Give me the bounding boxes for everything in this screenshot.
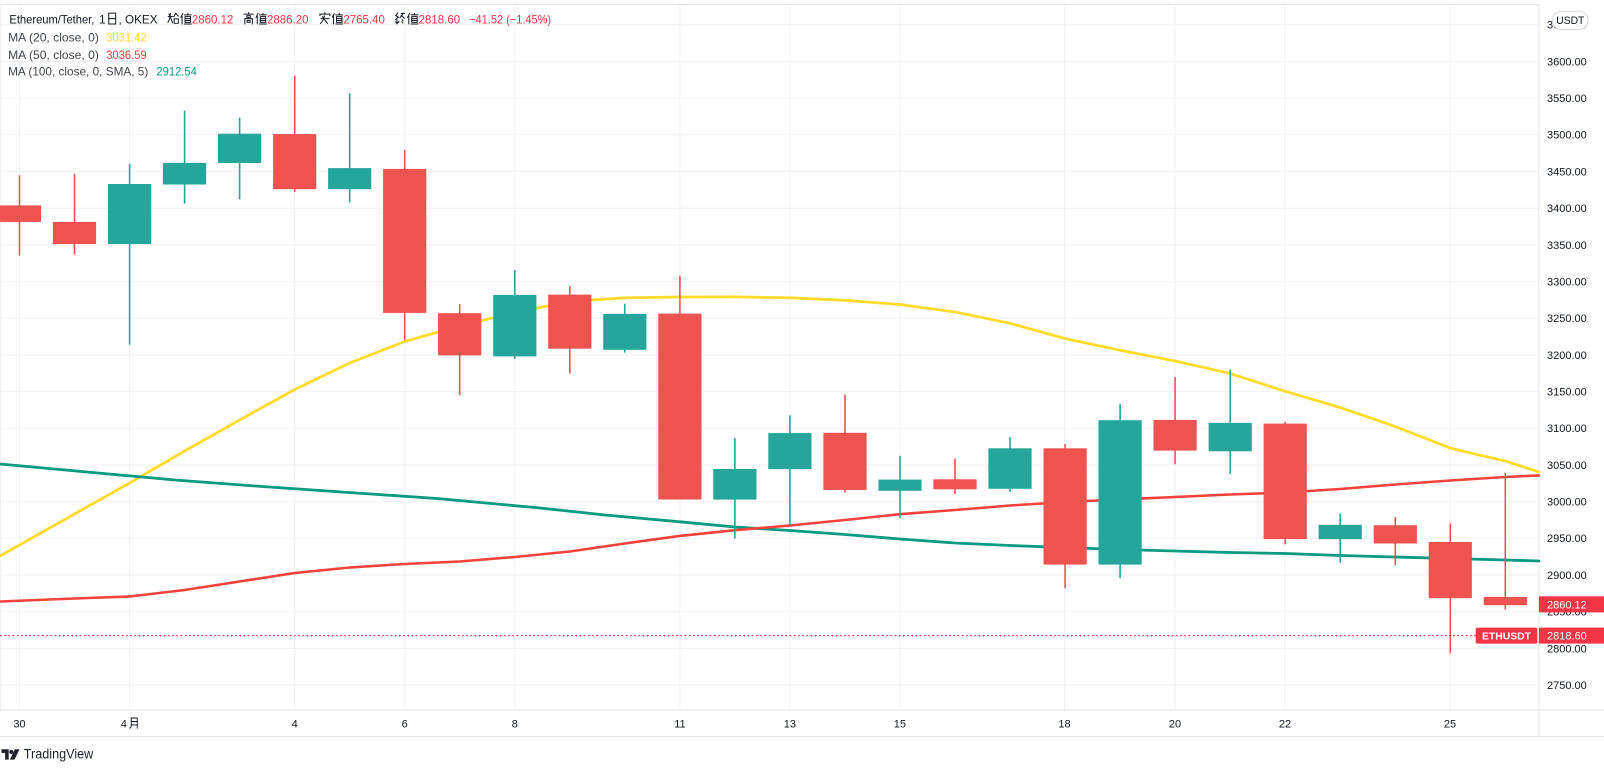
svg-text:11: 11 <box>674 719 685 731</box>
svg-text:3000.00: 3000.00 <box>1547 497 1587 509</box>
svg-text:15: 15 <box>894 719 906 731</box>
svg-text:4: 4 <box>292 719 298 731</box>
svg-text:3100.00: 3100.00 <box>1547 423 1587 435</box>
svg-text:3600.00: 3600.00 <box>1547 56 1587 68</box>
svg-text:3150.00: 3150.00 <box>1547 387 1587 399</box>
svg-text:3400.00: 3400.00 <box>1547 203 1587 215</box>
svg-text:2860.12: 2860.12 <box>192 12 234 26</box>
svg-text:2765.40: 2765.40 <box>343 12 385 26</box>
svg-text:8: 8 <box>512 719 518 731</box>
svg-text:2860.12: 2860.12 <box>1547 599 1587 611</box>
svg-text:MA (20, close, 0): MA (20, close, 0) <box>8 31 99 45</box>
svg-text:22: 22 <box>1279 719 1291 731</box>
svg-text:2912.54: 2912.54 <box>156 65 197 79</box>
svg-text:3450.00: 3450.00 <box>1547 166 1587 178</box>
svg-text:2750.00: 2750.00 <box>1547 680 1587 692</box>
svg-text:3031.42: 3031.42 <box>106 31 147 45</box>
svg-text:2950.00: 2950.00 <box>1547 533 1587 545</box>
svg-text:−41.52 (−1.45%): −41.52 (−1.45%) <box>469 12 551 26</box>
svg-text:3200.00: 3200.00 <box>1547 350 1587 362</box>
svg-text:3050.00: 3050.00 <box>1547 460 1587 472</box>
svg-text:3550.00: 3550.00 <box>1547 93 1587 105</box>
svg-text:, OKEX: , OKEX <box>119 12 158 26</box>
svg-text:3250.00: 3250.00 <box>1547 313 1587 325</box>
svg-text:2800.00: 2800.00 <box>1547 643 1587 655</box>
svg-text:3350.00: 3350.00 <box>1547 240 1587 252</box>
svg-text:25: 25 <box>1444 719 1456 731</box>
svg-text:30: 30 <box>13 719 25 731</box>
svg-text:3500.00: 3500.00 <box>1547 130 1587 142</box>
svg-text:3300.00: 3300.00 <box>1547 276 1587 288</box>
svg-text:2818.60: 2818.60 <box>419 12 461 26</box>
svg-text:3036.59: 3036.59 <box>106 48 147 62</box>
svg-text:Ethereum/Tether,: Ethereum/Tether, <box>9 12 94 26</box>
svg-text:2900.00: 2900.00 <box>1547 570 1587 582</box>
svg-text:4: 4 <box>121 719 127 731</box>
svg-text:2818.60: 2818.60 <box>1547 631 1587 643</box>
svg-text:USDT: USDT <box>1556 15 1584 27</box>
svg-text:6: 6 <box>402 719 408 731</box>
svg-text:1: 1 <box>99 12 106 26</box>
svg-text:MA (100, close, 0, SMA, 5): MA (100, close, 0, SMA, 5) <box>8 65 148 79</box>
svg-text:TradingView: TradingView <box>24 746 94 761</box>
svg-text:18: 18 <box>1058 719 1070 731</box>
svg-text:2886.20: 2886.20 <box>267 12 309 26</box>
svg-text:13: 13 <box>784 719 796 731</box>
svg-text:20: 20 <box>1169 719 1181 731</box>
svg-text:MA (50, close, 0): MA (50, close, 0) <box>8 48 99 62</box>
svg-text:ETHUSDT: ETHUSDT <box>1482 631 1532 643</box>
